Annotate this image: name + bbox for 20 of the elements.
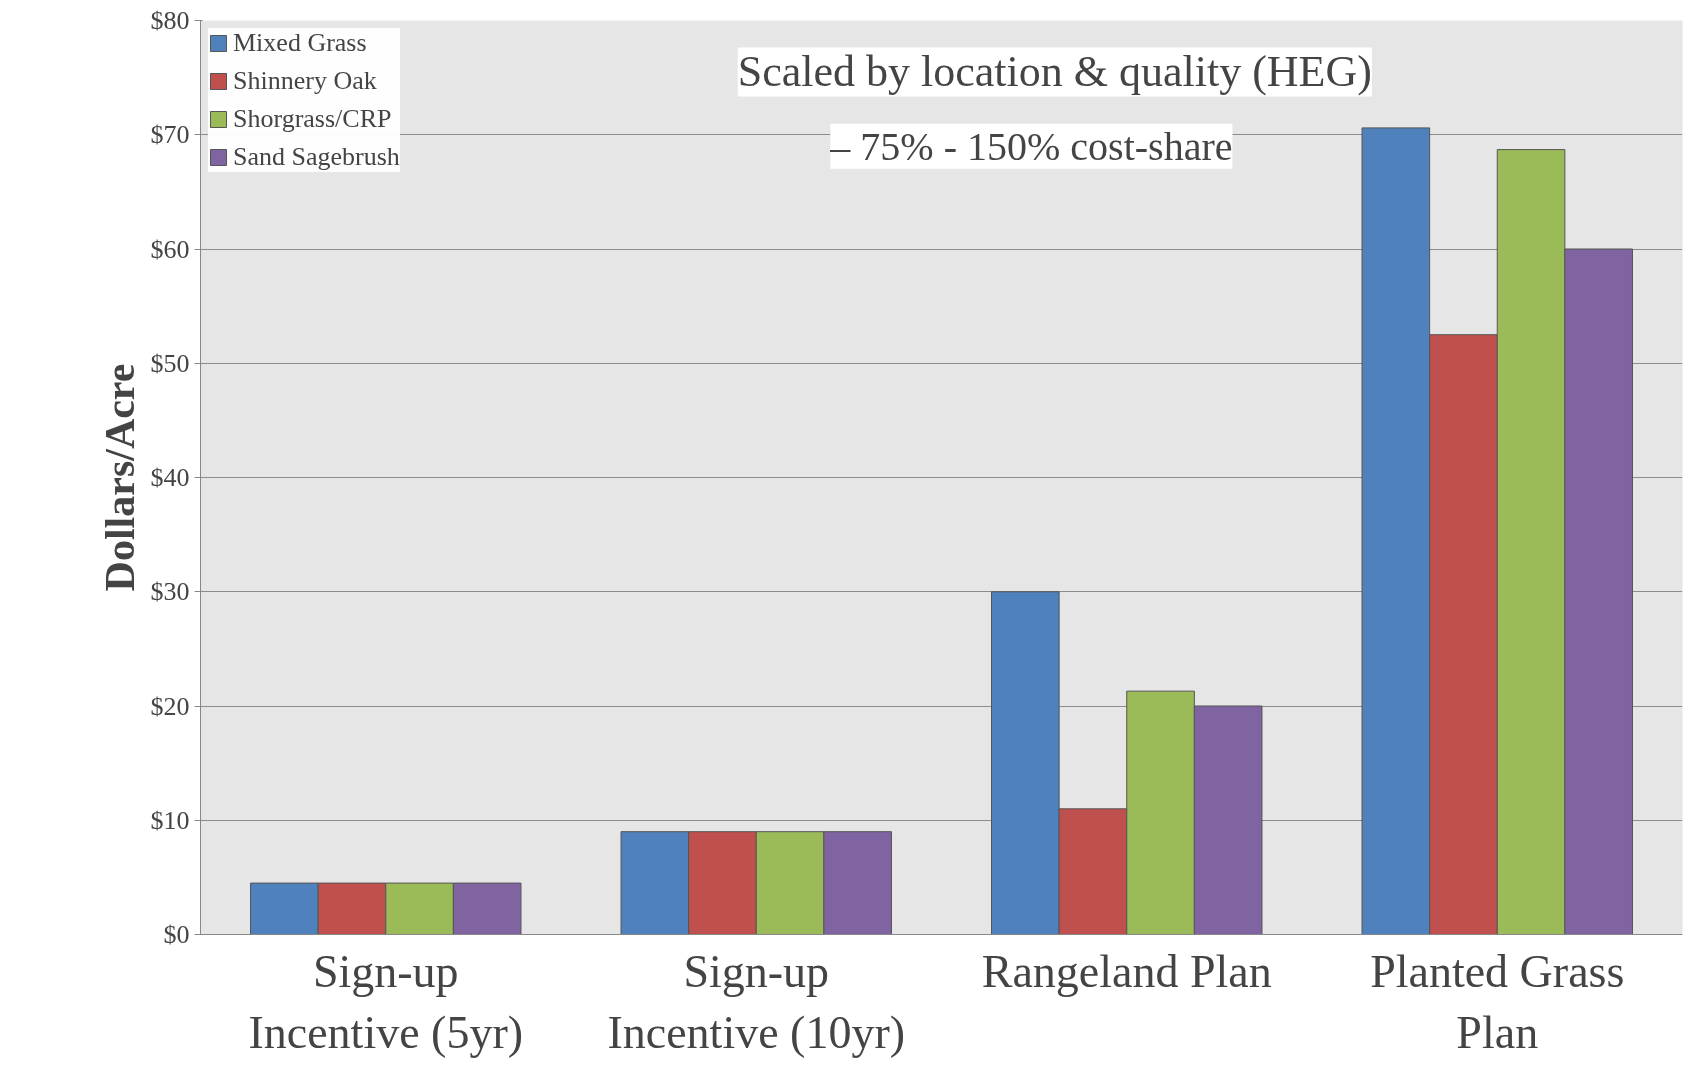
y-tick-label: $50 (150, 348, 190, 378)
legend-label: Mixed Grass (233, 28, 367, 58)
y-tick-label: $40 (150, 463, 190, 492)
y-tick-label: $60 (150, 234, 190, 264)
legend-label: Shinnery Oak (233, 66, 377, 96)
x-tick-label: Sign-up Incentive (5yr) (248, 945, 524, 1058)
y-axis-title: Dollars/Acre (96, 363, 143, 592)
y-tick-label: $80 (150, 6, 190, 35)
y-tick-label: $10 (150, 805, 190, 835)
y-tick-label: $70 (150, 120, 190, 150)
legend-label: Sand Sagebrush (233, 142, 400, 172)
y-tick-label: $20 (150, 691, 190, 721)
annotation: – 75% - 150% cost-share (829, 123, 1233, 169)
x-tick-label: Sign-up Incentive (10yr) (607, 945, 906, 1058)
y-tick-label: $0 (163, 920, 190, 949)
x-tick-label: Planted Grass Plan (1370, 945, 1625, 1058)
y-tick-label: $30 (150, 577, 190, 607)
annotation: Scaled by location & quality (HEG) (737, 47, 1372, 97)
x-tick-label: Rangeland Plan (981, 945, 1272, 997)
legend-label: Shorgrass/CRP (233, 104, 392, 134)
